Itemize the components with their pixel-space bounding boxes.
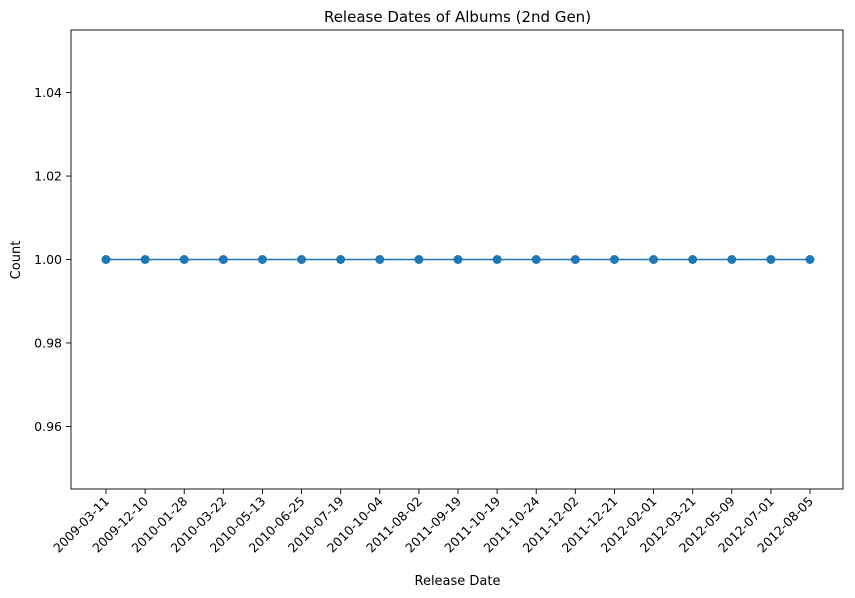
data-point: [688, 255, 698, 264]
data-point: [492, 255, 502, 264]
data-point: [414, 255, 424, 264]
y-tick-label: 0.98: [34, 335, 62, 350]
data-point: [179, 255, 189, 264]
y-axis-ticks: 0.96 0.98 1.00 1.02 1.04: [34, 85, 71, 434]
data-point: [453, 255, 463, 264]
data-point: [531, 255, 541, 264]
data-point: [218, 255, 228, 264]
data-point: [805, 255, 815, 264]
data-point: [609, 255, 619, 264]
series-layer: [101, 255, 815, 264]
data-point: [727, 255, 737, 264]
data-point: [649, 255, 659, 264]
plot-frame: [70, 29, 844, 490]
data-point: [570, 255, 580, 264]
data-point: [297, 255, 307, 264]
x-axis-label: Release Date: [415, 574, 501, 589]
y-tick-label: 0.96: [34, 419, 62, 434]
data-point: [766, 255, 776, 264]
y-tick-label: 1.02: [34, 169, 62, 184]
y-tick-label: 1.04: [34, 85, 62, 100]
data-point: [257, 255, 267, 264]
y-tick-label: 1.00: [34, 252, 62, 267]
data-point: [101, 255, 111, 264]
y-axis-label: Count: [9, 241, 24, 280]
chart-title: Release Dates of Albums (2nd Gen): [324, 8, 591, 26]
data-point: [336, 255, 346, 264]
data-point: [140, 255, 150, 264]
data-point: [375, 255, 385, 264]
